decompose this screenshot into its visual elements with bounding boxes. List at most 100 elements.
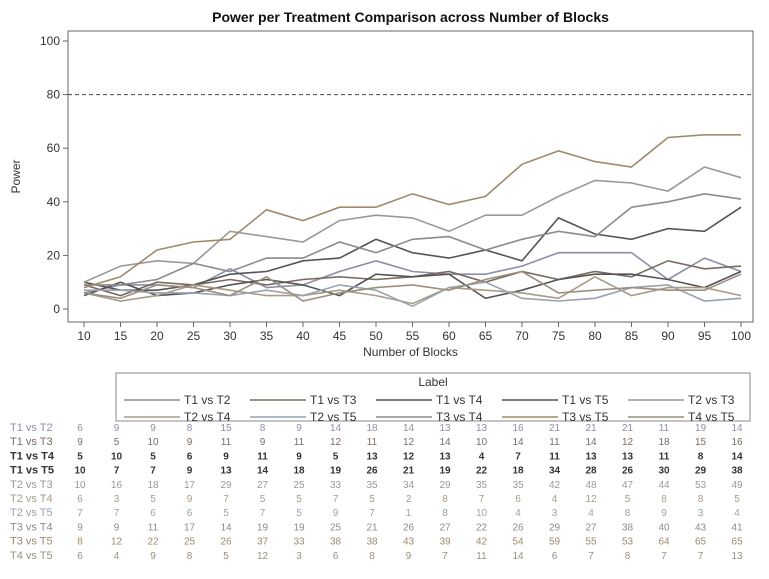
table-cell: 14 [220, 522, 232, 533]
table-cell: 9 [77, 522, 83, 533]
table-cell: 8 [698, 494, 704, 505]
table-cell: 19 [330, 466, 342, 477]
table-cell: 49 [731, 480, 743, 491]
table-cell: 13 [439, 451, 451, 462]
table-row-label: T3 vs T4 [10, 521, 53, 533]
table-cell: 11 [659, 423, 670, 434]
table-cell: 4 [588, 508, 594, 519]
table-cell: 9 [150, 551, 156, 562]
x-tick-label: 95 [698, 329, 712, 343]
table-cell: 14 [731, 423, 743, 434]
table-cell: 8 [77, 537, 83, 548]
table-cell: 14 [257, 466, 269, 477]
legend-title: Label [418, 375, 447, 389]
table-cell: 64 [658, 537, 670, 548]
table-cell: 11 [148, 522, 159, 533]
table-cell: 43 [403, 537, 415, 548]
table-cell: 9 [187, 494, 193, 505]
x-tick-label: 50 [369, 329, 383, 343]
table-cell: 43 [695, 522, 707, 533]
table-cell: 10 [111, 451, 123, 462]
table-cell: 8 [369, 551, 375, 562]
table-cell: 18 [293, 466, 305, 477]
table-row-label: T1 vs T3 [10, 436, 53, 448]
legend-entry: T2 vs T5 [310, 410, 357, 424]
x-tick-label: 25 [187, 329, 201, 343]
table-cell: 10 [476, 437, 488, 448]
table-cell: 7 [479, 494, 485, 505]
table-cell: 25 [293, 480, 305, 491]
table-cell: 9 [187, 466, 193, 477]
table-row-label: T4 vs T5 [10, 550, 53, 562]
series-line [83, 270, 742, 302]
legend-entry: T3 vs T4 [436, 410, 483, 424]
x-tick-label: 20 [150, 329, 164, 343]
table-cell: 29 [549, 522, 561, 533]
table-cell: 11 [221, 437, 232, 448]
table-cell: 26 [220, 537, 232, 548]
legend-entry: T1 vs T3 [310, 393, 357, 407]
x-tick-label: 45 [333, 329, 347, 343]
table-cell: 21 [366, 522, 378, 533]
table-cell: 3 [114, 494, 120, 505]
table-cell: 48 [585, 480, 597, 491]
table-cell: 14 [585, 437, 597, 448]
table-cell: 9 [296, 451, 302, 462]
x-tick-label: 60 [442, 329, 456, 343]
table-cell: 13 [585, 451, 597, 462]
legend-entry: T1 vs T5 [562, 393, 609, 407]
table-cell: 9 [296, 423, 302, 434]
table-cell: 53 [695, 480, 707, 491]
table-cell: 54 [512, 537, 524, 548]
table-cell: 34 [549, 466, 561, 477]
table-cell: 9 [333, 508, 339, 519]
table-cell: 9 [114, 522, 120, 533]
table-cell: 27 [257, 480, 269, 491]
table-cell: 6 [187, 508, 193, 519]
table-cell: 4 [552, 494, 558, 505]
x-tick-label: 10 [77, 329, 91, 343]
table-cell: 12 [403, 451, 415, 462]
legend-entry: T2 vs T3 [688, 393, 735, 407]
table-cell: 14 [330, 423, 342, 434]
table-cell: 5 [150, 451, 156, 462]
table-cell: 53 [622, 537, 634, 548]
legend-entry: T1 vs T4 [436, 393, 483, 407]
table-cell: 9 [406, 551, 412, 562]
table-cell: 22 [476, 466, 488, 477]
table-cell: 14 [439, 437, 451, 448]
table-cell: 8 [698, 451, 704, 462]
y-axis-label: Power [9, 159, 23, 193]
table-row-label: T2 vs T5 [10, 507, 53, 519]
table-cell: 39 [439, 537, 451, 548]
table-cell: 8 [187, 551, 193, 562]
table-cell: 38 [330, 537, 342, 548]
x-tick-label: 40 [296, 329, 310, 343]
table-cell: 7 [369, 508, 375, 519]
plot-frame [67, 30, 754, 323]
x-tick-label: 15 [114, 329, 128, 343]
table-cell: 59 [549, 537, 561, 548]
table-cell: 14 [403, 423, 415, 434]
table-cell: 26 [403, 522, 415, 533]
table-cell: 42 [549, 480, 561, 491]
table-cell: 5 [223, 508, 229, 519]
table-cell: 7 [333, 494, 339, 505]
table-cell: 8 [661, 494, 667, 505]
table-cell: 16 [111, 480, 123, 491]
table-cell: 13 [476, 423, 488, 434]
table-cell: 10 [74, 480, 86, 491]
table-cell: 12 [622, 437, 634, 448]
table-row-label: T1 vs T2 [10, 422, 53, 434]
table-cell: 18 [658, 437, 670, 448]
table-cell: 11 [659, 451, 670, 462]
table-cell: 14 [512, 551, 524, 562]
table-cell: 11 [294, 437, 305, 448]
table-cell: 5 [296, 508, 302, 519]
table-cell: 9 [150, 423, 156, 434]
table-cell: 21 [622, 423, 634, 434]
table-cell: 1 [406, 508, 412, 519]
x-tick-label: 100 [731, 329, 751, 343]
table-cell: 25 [330, 522, 342, 533]
table-cell: 5 [223, 551, 229, 562]
